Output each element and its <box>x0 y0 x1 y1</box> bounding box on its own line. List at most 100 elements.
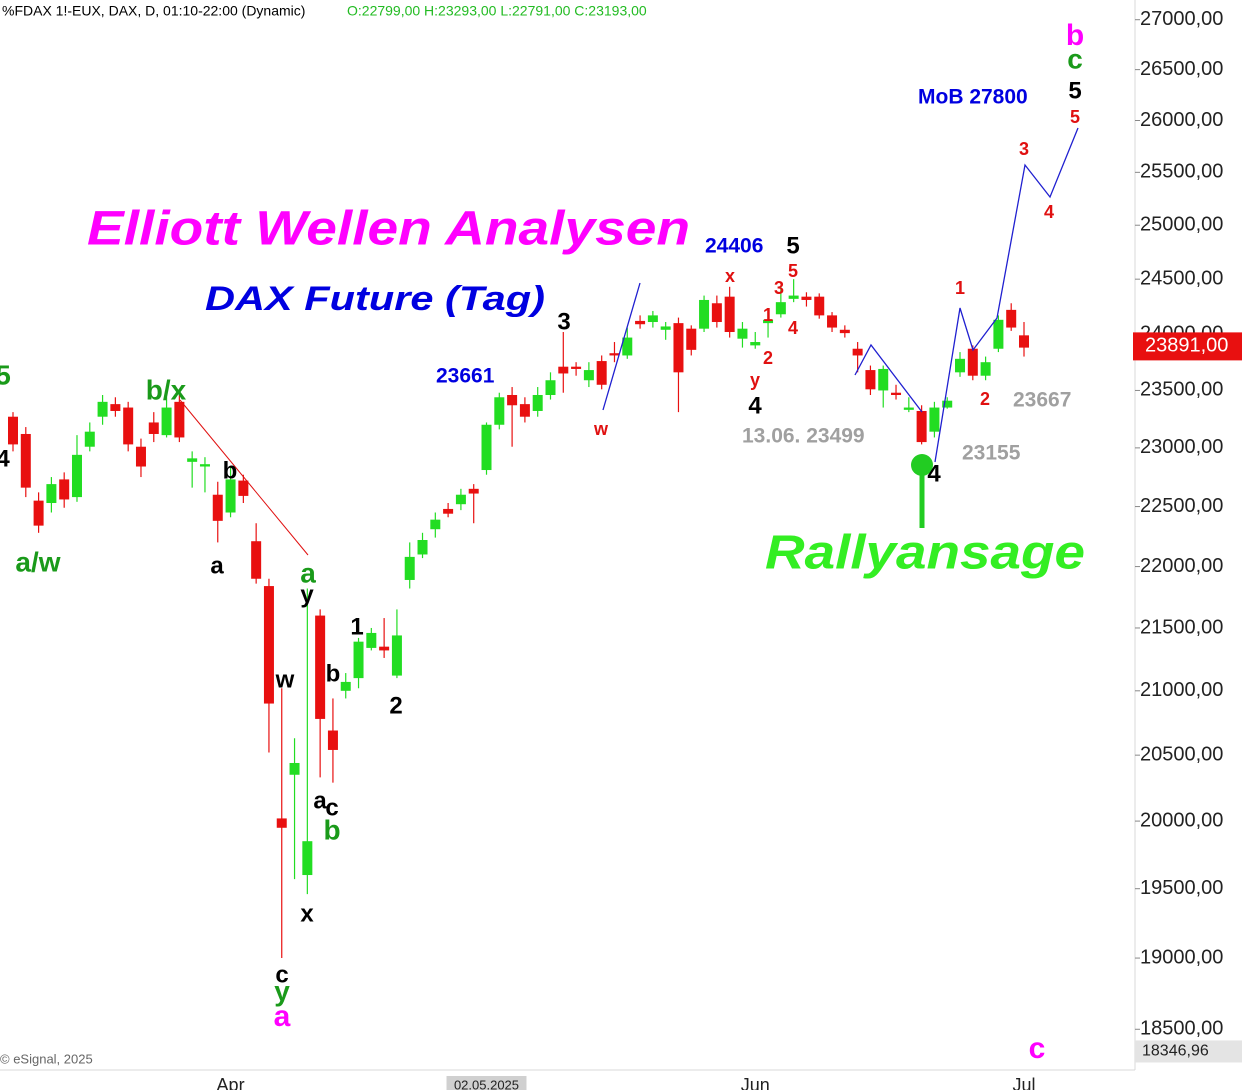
y-tick-label: 25000,00 <box>1140 214 1223 236</box>
wave-label: 1 <box>350 613 363 640</box>
header-ohlc: O:22799,00 H:23293,00 L:22791,00 C:23193… <box>347 3 647 19</box>
candle-body <box>379 646 390 651</box>
wave-label: c <box>1067 43 1083 74</box>
y-tick-label: 25500,00 <box>1140 161 1223 183</box>
candle-body <box>481 424 492 471</box>
candle-body <box>353 641 364 679</box>
candle-body <box>289 762 300 775</box>
y-tick-label: 19500,00 <box>1140 877 1223 899</box>
candle-body <box>839 329 850 334</box>
candle-body <box>494 397 505 425</box>
wave-label: 5 <box>1068 77 1081 104</box>
y-tick-label: 21500,00 <box>1140 616 1223 638</box>
candle-body <box>327 730 338 750</box>
wave-label: x <box>725 266 735 286</box>
y-tick-label: 26500,00 <box>1140 58 1223 80</box>
candle-body <box>315 615 326 719</box>
annotation-subtitle: DAX Future (Tag) <box>205 280 545 318</box>
wave-labels-magenta: b a c <box>274 19 1085 1065</box>
wave-label: 3 <box>1019 139 1029 159</box>
candle-body <box>225 479 236 513</box>
wave-label: a <box>300 557 316 588</box>
candle-body <box>801 296 812 300</box>
candle-body <box>238 480 249 496</box>
candle-body <box>71 454 82 498</box>
candle-body <box>942 400 953 408</box>
annotation-title: Elliott Wellen Analysen <box>87 203 690 256</box>
candle-body <box>967 348 978 376</box>
wave-label: x <box>300 900 314 927</box>
x-tick-label: Jul <box>1012 1075 1035 1090</box>
wave-label: 1 <box>763 305 773 325</box>
candle-body <box>468 488 479 494</box>
y-tick-label: 22000,00 <box>1140 555 1223 577</box>
last-price-box <box>1133 332 1242 361</box>
y-tick-label: 20500,00 <box>1140 743 1223 765</box>
candle-body <box>1006 309 1017 328</box>
candle-body <box>993 319 1004 349</box>
x-tick-label: Apr <box>217 1075 245 1090</box>
cursor-price-box <box>1135 1040 1242 1063</box>
wave-lines <box>179 127 1079 556</box>
candle-body <box>596 361 607 385</box>
candle-body <box>852 348 863 356</box>
candle-body <box>59 479 70 500</box>
candle-body <box>263 586 274 704</box>
candle-body <box>110 404 121 411</box>
wave-path <box>934 127 1079 463</box>
annotation-target: MoB 27800 <box>918 86 1028 109</box>
candle-body <box>199 464 210 467</box>
wave-label: 4 <box>1044 202 1054 222</box>
candle-body <box>1019 335 1029 348</box>
candle-body <box>148 422 159 434</box>
wave-label: c <box>275 961 288 988</box>
y-tick-label: 18500,00 <box>1140 1018 1223 1040</box>
candle-body <box>417 540 428 555</box>
wave-labels-red: x 5 3 1 4 2 y w 1 2 3 4 5 <box>593 107 1080 439</box>
wave-label: 5 <box>786 232 799 259</box>
wave-label: 4 <box>748 392 762 419</box>
candle-body <box>212 494 223 521</box>
y-tick-label: 22500,00 <box>1140 495 1223 517</box>
candle-body <box>673 323 684 373</box>
axes: 18500,00 19000,00 19500,00 20000,00 20500,00… <box>217 8 1242 1090</box>
candle-body <box>404 556 415 580</box>
candle-body <box>775 302 786 315</box>
candle-body <box>827 315 838 328</box>
annotation-level: 13.06. 23499 <box>742 425 865 448</box>
wave-label: c <box>325 794 338 821</box>
candle-body <box>635 320 646 325</box>
candle-body <box>391 635 402 676</box>
annotation-level: 24406 <box>705 235 763 258</box>
x-tick-label: Jun <box>741 1075 770 1090</box>
wave-label: 2 <box>389 692 402 719</box>
wave-label: 2 <box>763 348 773 368</box>
candle-body <box>46 484 57 504</box>
candle-body <box>660 326 671 330</box>
candle-body <box>891 392 902 395</box>
wave-label: 1 <box>955 278 965 298</box>
header-symbol: %FDAX 1!-EUX, DAX, D, 01:10-22:00 (Dynam… <box>2 3 305 19</box>
candle-body <box>251 541 262 579</box>
last-price-label: 23891,00 <box>1145 335 1228 357</box>
wave-path <box>854 343 923 413</box>
candle-body <box>788 295 799 299</box>
candle-body <box>276 818 287 828</box>
x-label-box <box>446 1076 527 1090</box>
candle-body <box>737 328 748 339</box>
candle-body <box>443 508 454 514</box>
plot-area <box>8 279 1029 959</box>
candle-body <box>558 366 569 374</box>
candle-body <box>647 315 658 323</box>
trend-line <box>179 399 309 556</box>
cursor-price-label: 18346,96 <box>1142 1043 1209 1060</box>
wave-label: w <box>275 666 295 693</box>
candle-body <box>302 841 313 876</box>
wave-label: 4 <box>927 460 941 487</box>
candle-body <box>929 407 940 432</box>
wave-label: 2 <box>980 389 990 409</box>
wave-label: 3 <box>557 308 570 335</box>
wave-label: 4 <box>788 318 798 338</box>
candle-body <box>507 394 518 406</box>
